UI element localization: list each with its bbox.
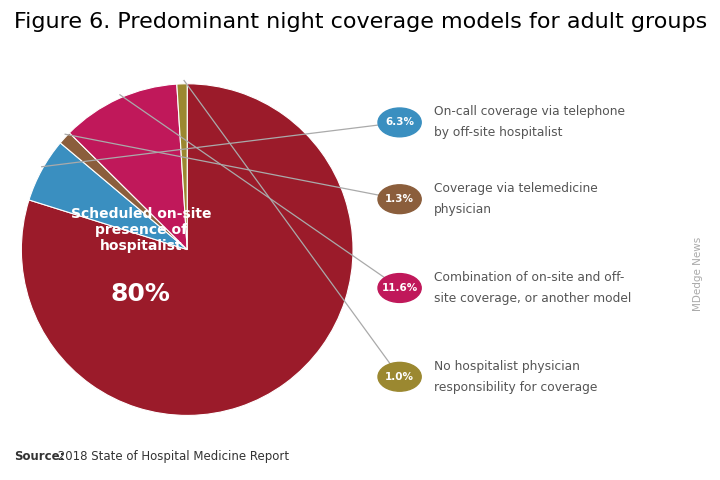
Text: 1.0%: 1.0% — [385, 372, 414, 382]
Text: Figure 6. Predominant night coverage models for adult groups: Figure 6. Predominant night coverage mod… — [14, 12, 708, 32]
Text: 6.3%: 6.3% — [385, 118, 414, 127]
Text: Source:: Source: — [14, 450, 65, 463]
Text: On-call coverage via telephone: On-call coverage via telephone — [434, 105, 625, 119]
Text: Coverage via telemedicine: Coverage via telemedicine — [434, 182, 598, 195]
Text: 80%: 80% — [111, 282, 171, 306]
Wedge shape — [177, 84, 187, 250]
Text: site coverage, or another model: site coverage, or another model — [434, 292, 631, 305]
Wedge shape — [29, 143, 187, 250]
Text: No hospitalist physician: No hospitalist physician — [434, 360, 580, 373]
Text: by off-site hospitalist: by off-site hospitalist — [434, 126, 562, 140]
Wedge shape — [22, 84, 353, 415]
Text: Scheduled on-site
presence of
hospitalist: Scheduled on-site presence of hospitalis… — [71, 206, 211, 253]
Wedge shape — [60, 133, 187, 250]
Text: 2018 State of Hospital Medicine Report: 2018 State of Hospital Medicine Report — [54, 450, 289, 463]
Wedge shape — [69, 84, 187, 250]
Text: physician: physician — [434, 203, 492, 216]
Text: Combination of on-site and off-: Combination of on-site and off- — [434, 271, 624, 284]
Text: 1.3%: 1.3% — [385, 194, 414, 204]
Text: responsibility for coverage: responsibility for coverage — [434, 381, 598, 394]
Text: MDedge News: MDedge News — [693, 237, 703, 311]
Text: 11.6%: 11.6% — [382, 283, 418, 293]
